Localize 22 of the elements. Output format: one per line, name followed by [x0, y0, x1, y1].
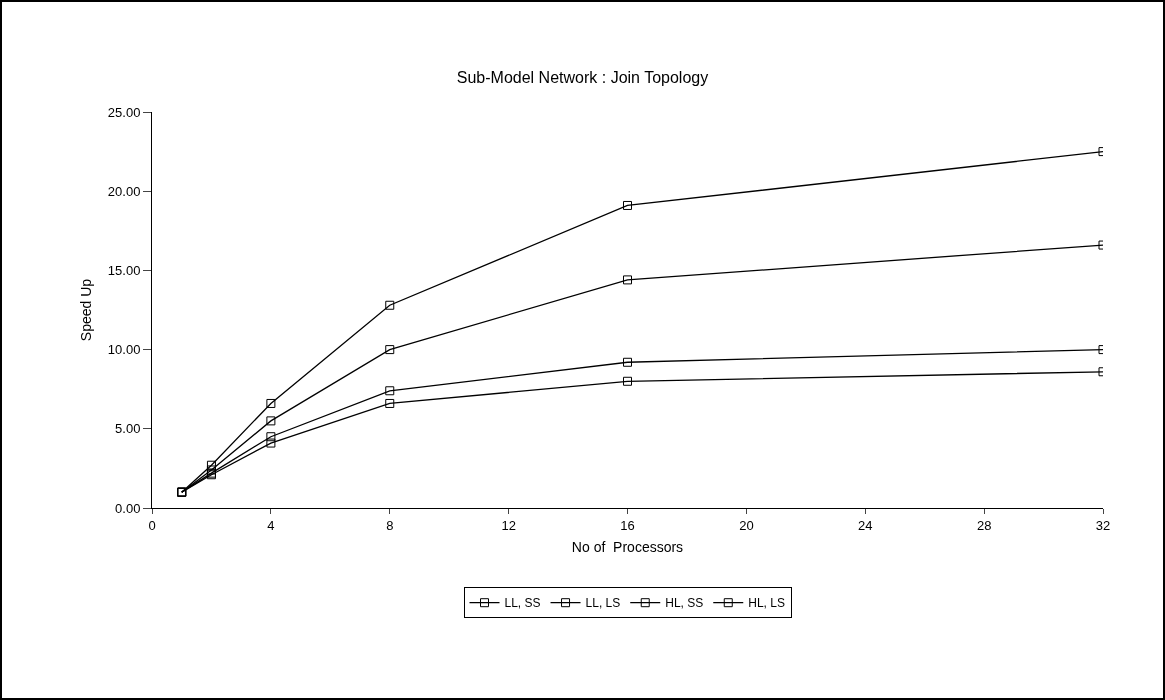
y-tick-label: 15.00	[107, 262, 141, 278]
chart-title: Sub-Model Network : Join Topology	[456, 68, 709, 86]
x-tick-label: 32	[1095, 517, 1111, 533]
x-axis-title: No of Processors	[571, 538, 684, 555]
x-tick-label: 12	[501, 517, 516, 533]
y-tick-label: 25.00	[107, 104, 141, 120]
x-tick-label: 4	[267, 517, 275, 533]
x-tick-label: 20	[739, 517, 754, 533]
legend-label: LL, LS	[585, 596, 621, 611]
legend-label: HL, LS	[748, 596, 785, 611]
legend-label: HL, SS	[665, 596, 704, 611]
y-tick-label: 0.00	[115, 500, 141, 516]
y-axis-title: Speed Up	[78, 278, 95, 342]
y-tick-label: 10.00	[107, 342, 141, 358]
x-tick-label: 28	[976, 517, 992, 533]
x-tick-label: 24	[858, 517, 873, 533]
x-tick-label: 16	[620, 517, 635, 533]
x-tick-label: 0	[148, 517, 156, 533]
y-tick-label: 20.00	[107, 183, 141, 199]
x-tick-label: 8	[386, 517, 394, 533]
legend-label: LL, SS	[504, 596, 541, 611]
y-tick-label: 5.00	[115, 421, 141, 437]
